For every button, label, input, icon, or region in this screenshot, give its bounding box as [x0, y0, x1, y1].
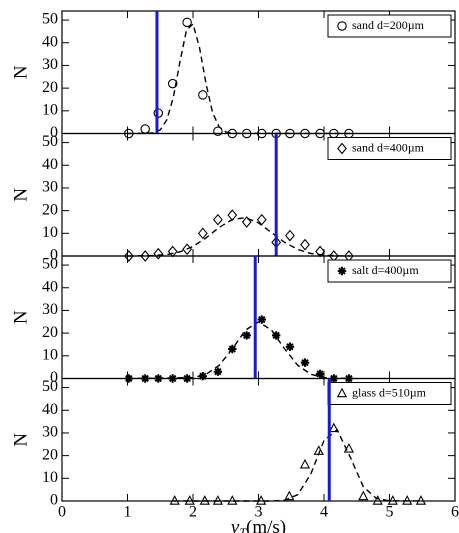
y-tick-label: 0 [50, 124, 58, 141]
x-tick-label: 2 [189, 504, 197, 521]
y-tick-label: 30 [42, 424, 58, 441]
marker [300, 238, 310, 251]
y-tick-label: 40 [42, 278, 58, 295]
fit-curve [127, 22, 351, 135]
x-label-subscript: T [239, 525, 247, 533]
y-tick-label: 20 [42, 446, 58, 463]
marker [140, 250, 151, 262]
marker [256, 495, 267, 505]
y-tick-label: 30 [42, 56, 58, 73]
y-axis-label: N [10, 188, 31, 202]
marker [182, 17, 192, 28]
legend-box [327, 14, 452, 38]
legend-marker [337, 21, 347, 31]
marker [415, 495, 427, 505]
y-tick-label: 30 [42, 301, 58, 318]
y-tick-label: 30 [42, 179, 58, 196]
legend-marker [336, 387, 348, 398]
marker [199, 495, 210, 505]
marker [198, 90, 208, 100]
y-axis-label: N [10, 65, 31, 79]
marker [167, 245, 178, 258]
y-tick-label: 20 [42, 79, 58, 96]
marker [328, 422, 339, 433]
y-tick-label: 40 [42, 401, 58, 418]
marker [257, 315, 266, 324]
marker [285, 342, 295, 351]
marker [213, 126, 223, 136]
y-tick-label: 10 [42, 101, 58, 118]
y-tick-label: 20 [42, 324, 58, 341]
marker [153, 247, 164, 260]
x-tick-label: 6 [451, 504, 459, 521]
x-axis-label: vT(m/s) [231, 517, 286, 533]
marker [212, 495, 224, 505]
y-tick-label: 40 [42, 33, 58, 50]
legend-marker [337, 266, 347, 276]
marker [227, 209, 238, 222]
marker [241, 216, 252, 228]
marker [123, 250, 134, 262]
y-tick-label: 50 [42, 378, 58, 395]
y-tick-label: 50 [42, 133, 58, 150]
marker [213, 367, 223, 376]
marker [227, 495, 238, 505]
legend-label: sand d=400µm [352, 140, 425, 154]
marker [299, 458, 311, 469]
marker [285, 229, 295, 242]
y-tick-label: 40 [42, 156, 58, 173]
legend-marker [337, 142, 347, 155]
y-tick-label: 10 [42, 469, 58, 486]
marker [198, 372, 208, 381]
fit-curve [127, 320, 351, 380]
x-label-unit: (m/s) [246, 517, 286, 533]
marker [372, 495, 383, 505]
marker [358, 490, 369, 501]
legend-box [327, 259, 452, 283]
x-tick-label: 0 [58, 504, 66, 521]
y-tick-label: 0 [50, 369, 58, 386]
marker [315, 369, 325, 379]
marker [212, 213, 223, 226]
y-axis-label: N [10, 310, 31, 324]
marker [284, 490, 295, 501]
marker [271, 331, 281, 340]
fit-curve [173, 428, 423, 502]
x-tick-label: 1 [124, 504, 132, 521]
legend-box [327, 137, 452, 160]
x-tick-label: 3 [255, 504, 263, 521]
marker [197, 227, 208, 240]
y-tick-label: 50 [42, 256, 58, 273]
y-tick-label: 0 [50, 492, 58, 509]
marker [167, 78, 178, 89]
marker [184, 495, 195, 505]
marker [140, 124, 150, 134]
y-tick-label: 20 [42, 201, 58, 218]
y-tick-label: 0 [50, 247, 58, 264]
y-tick-label: 50 [42, 11, 58, 28]
legend-label: sand d=200µm [352, 18, 425, 32]
legend-label: glass d=510µm [352, 385, 427, 399]
marker [300, 358, 310, 367]
legend-label: salt d=400µm [352, 263, 419, 277]
x-tick-label: 4 [320, 504, 328, 521]
y-tick-label: 10 [42, 346, 58, 363]
y-tick-label: 10 [42, 224, 58, 241]
y-axis-label: N [10, 433, 31, 447]
marker [169, 495, 180, 505]
x-label-symbol: v [231, 517, 240, 533]
x-tick-label: 5 [386, 504, 394, 521]
marker [242, 331, 251, 340]
marker [343, 442, 355, 453]
